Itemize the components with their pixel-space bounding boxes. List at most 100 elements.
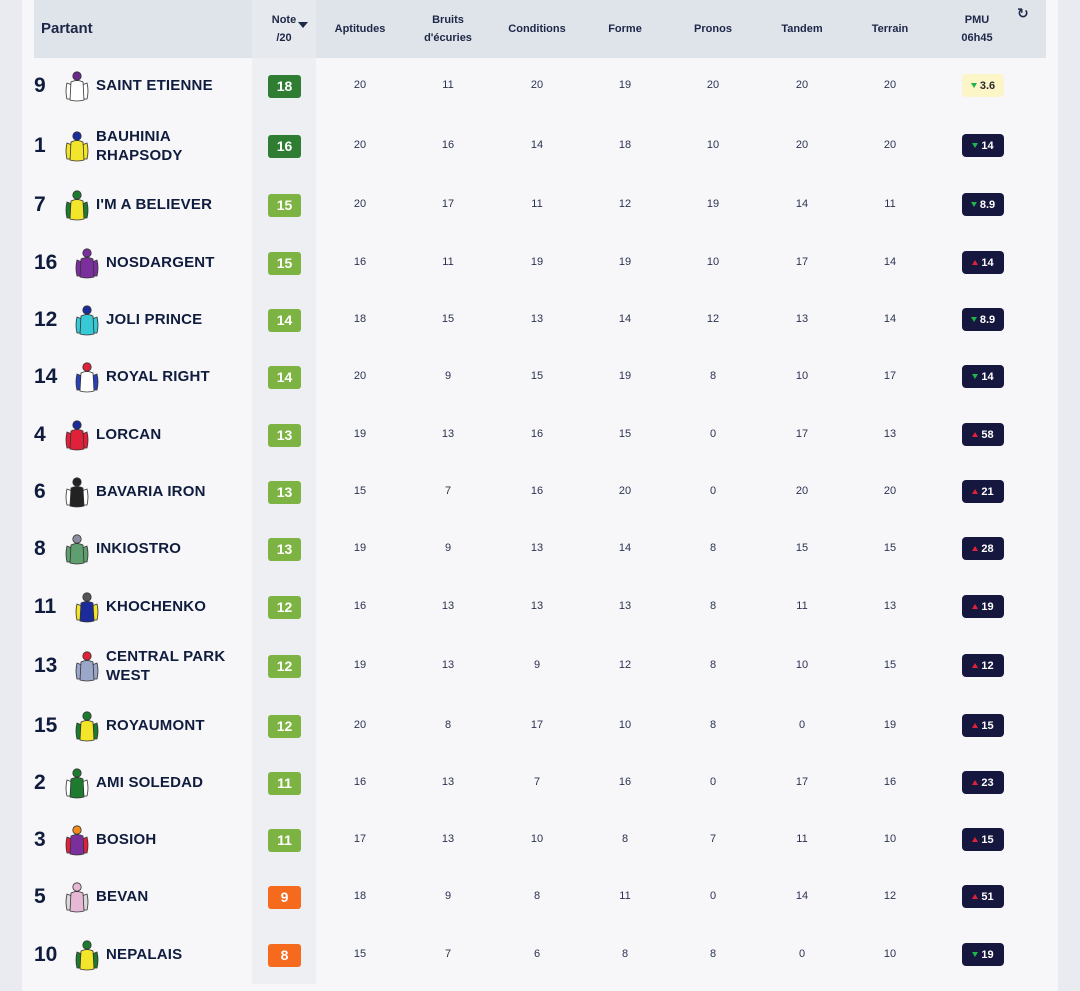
pmu-odds-badge[interactable]: 15 <box>962 714 1004 737</box>
table-row[interactable]: 12 JOLI PRINCE 14 18 15 13 14 12 13 14 8.9 <box>34 292 1046 348</box>
forme-cell: 10 <box>618 719 632 731</box>
jockey-silk-icon <box>65 534 89 565</box>
runner-name[interactable]: AMI SOLEDAD <box>96 773 203 792</box>
runner-name[interactable]: NEPALAIS <box>106 945 182 964</box>
runner-name[interactable]: I'M A BELIEVER <box>96 195 212 214</box>
note-badge: 9 <box>268 886 301 909</box>
pronos-cell: 0 <box>709 485 717 497</box>
note-badge: 15 <box>268 194 301 217</box>
header-bruits[interactable]: Bruits d'écuries <box>418 0 478 58</box>
header-note[interactable]: Note/20 <box>252 0 316 58</box>
terrain-cell: 20 <box>883 485 897 497</box>
odds-value: 8.9 <box>979 198 996 211</box>
header-forme[interactable]: Forme <box>608 23 642 35</box>
aptitudes-cell: 20 <box>353 139 367 151</box>
runner-name[interactable]: INKIOSTRO <box>96 539 181 558</box>
jockey-silk-icon <box>65 190 89 221</box>
pmu-odds-badge[interactable]: 14 <box>962 134 1004 157</box>
pronos-cell: 0 <box>709 428 717 440</box>
table-row[interactable]: 15 ROYAUMONT 12 20 8 17 10 8 0 19 15 <box>34 698 1046 754</box>
note-badge: 14 <box>268 309 301 332</box>
table-row[interactable]: 7 I'M A BELIEVER 15 20 17 11 12 19 14 11 8.9 <box>34 177 1046 233</box>
jockey-silk-icon <box>75 592 99 623</box>
runner-name-line: BOSIOH <box>96 831 157 848</box>
runner-name[interactable]: CENTRAL PARK WEST <box>106 647 225 685</box>
runner-number: 9 <box>34 74 46 97</box>
table-row[interactable]: 10 NEPALAIS 8 15 7 6 8 8 0 10 19 <box>34 927 1046 983</box>
runner-name[interactable]: JOLI PRINCE <box>106 310 202 329</box>
runner-name[interactable]: BEVAN <box>96 887 148 906</box>
runner-name[interactable]: LORCAN <box>96 425 161 444</box>
runner-name[interactable]: NOSDARGENT <box>106 253 215 272</box>
pmu-odds-badge[interactable]: 14 <box>962 365 1004 388</box>
runner-number: 12 <box>34 308 58 331</box>
table-row[interactable]: 13 CENTRAL PARK WEST 12 19 13 9 12 8 10 15 12 <box>34 638 1046 694</box>
table-row[interactable]: 6 BAVARIA IRON 13 15 7 16 20 0 20 20 21 <box>34 464 1046 520</box>
runner-name[interactable]: ROYAL RIGHT <box>106 367 210 386</box>
header-pronos[interactable]: Pronos <box>694 23 732 35</box>
runner-name[interactable]: SAINT ETIENNE <box>96 76 213 95</box>
table-row[interactable]: 11 KHOCHENKO 12 16 13 13 13 8 11 13 19 <box>34 579 1046 635</box>
bruits-cell: 13 <box>441 600 455 612</box>
table-row[interactable]: 14 ROYAL RIGHT 14 20 9 15 19 8 10 17 14 <box>34 349 1046 405</box>
header-tandem[interactable]: Tandem <box>781 23 823 35</box>
pronos-cell: 10 <box>706 256 720 268</box>
tandem-cell: 17 <box>795 256 809 268</box>
pmu-odds-badge[interactable]: 14 <box>962 251 1004 274</box>
runner-name[interactable]: KHOCHENKO <box>106 597 206 616</box>
header-partant[interactable]: Partant <box>41 20 93 37</box>
table-row[interactable]: 2 AMI SOLEDAD 11 16 13 7 16 0 17 16 23 <box>34 755 1046 811</box>
terrain-cell: 13 <box>883 600 897 612</box>
pmu-odds-badge[interactable]: 15 <box>962 828 1004 851</box>
tandem-cell: 0 <box>798 948 806 960</box>
runner-name[interactable]: BAVARIA IRON <box>96 482 206 501</box>
trend-up-icon <box>972 723 979 728</box>
pmu-odds-badge[interactable]: 19 <box>962 943 1004 966</box>
jockey-silk-icon <box>75 940 99 971</box>
forme-cell: 12 <box>618 659 632 671</box>
pmu-odds-badge[interactable]: 51 <box>962 885 1004 908</box>
pmu-odds-badge[interactable]: 3.6 <box>962 74 1004 97</box>
runner-name[interactable]: BOSIOH <box>96 830 156 849</box>
odds-value: 19 <box>981 948 994 961</box>
aptitudes-cell: 17 <box>353 833 367 845</box>
sort-desc-icon[interactable] <box>298 22 308 28</box>
pronos-cell: 0 <box>709 776 717 788</box>
header-conditions[interactable]: Conditions <box>508 23 566 35</box>
header-pmu[interactable]: PMU 06h45 ↻ <box>947 0 1028 58</box>
pmu-odds-badge[interactable]: 8.9 <box>962 308 1004 331</box>
aptitudes-cell: 16 <box>353 600 367 612</box>
table-row[interactable]: 8 INKIOSTRO 13 19 9 13 14 8 15 15 28 <box>34 521 1046 577</box>
pmu-odds-badge[interactable]: 19 <box>962 595 1004 618</box>
note-badge: 13 <box>268 424 301 447</box>
header-aptitudes[interactable]: Aptitudes <box>334 23 386 35</box>
pmu-odds-badge[interactable]: 12 <box>962 654 1004 677</box>
header-terrain[interactable]: Terrain <box>871 23 909 35</box>
pmu-odds-badge[interactable]: 8.9 <box>962 193 1004 216</box>
jockey-silk-icon <box>65 131 89 162</box>
pmu-odds-badge[interactable]: 23 <box>962 771 1004 794</box>
runner-name-line: BEVAN <box>96 888 149 905</box>
terrain-cell: 10 <box>883 948 897 960</box>
note-badge: 11 <box>268 829 301 852</box>
aptitudes-cell: 20 <box>353 198 367 210</box>
table-row[interactable]: 5 BEVAN 9 18 9 8 11 0 14 12 51 <box>34 869 1046 925</box>
table-row[interactable]: 9 SAINT ETIENNE 18 20 11 20 19 20 20 20 3.6 <box>34 58 1046 114</box>
table-row[interactable]: 16 NOSDARGENT 15 16 11 19 19 10 17 14 14 <box>34 235 1046 291</box>
pmu-odds-badge[interactable]: 28 <box>962 537 1004 560</box>
refresh-icon[interactable]: ↻ <box>1017 5 1029 21</box>
table-row[interactable]: 3 BOSIOH 11 17 13 10 8 7 11 10 15 <box>34 812 1046 868</box>
aptitudes-cell: 18 <box>353 313 367 325</box>
pmu-odds-badge[interactable]: 58 <box>962 423 1004 446</box>
pronos-cell: 8 <box>709 542 717 554</box>
pmu-odds-badge[interactable]: 21 <box>962 480 1004 503</box>
table-row[interactable]: 4 LORCAN 13 19 13 16 15 0 17 13 58 <box>34 407 1046 463</box>
table-row[interactable]: 1 BAUHINIA RHAPSODY 16 20 16 14 18 10 20 20 14 <box>34 118 1046 174</box>
runner-name-line: SAINT ETIENNE <box>96 77 213 94</box>
bruits-cell: 7 <box>444 948 452 960</box>
runner-name[interactable]: ROYAUMONT <box>106 716 205 735</box>
trend-down-icon <box>970 83 977 88</box>
aptitudes-cell: 19 <box>353 428 367 440</box>
runner-name[interactable]: BAUHINIA RHAPSODY <box>96 127 183 165</box>
runner-number: 11 <box>34 595 57 618</box>
